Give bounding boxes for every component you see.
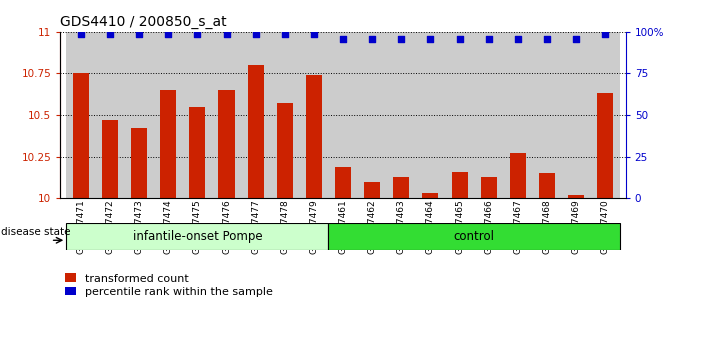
Point — [75, 31, 87, 36]
Point — [366, 36, 378, 41]
Bar — [270, 32, 299, 198]
Bar — [387, 32, 416, 198]
Bar — [393, 177, 410, 198]
Bar — [451, 172, 468, 198]
Point — [134, 31, 145, 36]
Bar — [160, 90, 176, 198]
Bar — [568, 195, 584, 198]
Point — [163, 31, 174, 36]
Bar — [154, 32, 183, 198]
Bar — [364, 182, 380, 198]
Bar — [358, 32, 387, 198]
Bar — [218, 90, 235, 198]
Point — [337, 36, 348, 41]
Bar — [539, 173, 555, 198]
Bar — [102, 120, 118, 198]
Point — [309, 31, 320, 36]
Bar — [183, 32, 212, 198]
Point — [599, 31, 611, 36]
Bar — [73, 74, 89, 198]
Bar — [597, 93, 614, 198]
Text: infantile-onset Pompe: infantile-onset Pompe — [132, 230, 262, 243]
Bar — [335, 167, 351, 198]
Bar — [124, 32, 154, 198]
Point — [424, 36, 436, 41]
Bar — [510, 153, 526, 198]
Bar — [533, 32, 562, 198]
Point — [483, 36, 494, 41]
Bar — [474, 32, 503, 198]
Bar — [328, 223, 620, 250]
Bar — [445, 32, 474, 198]
Bar — [66, 223, 328, 250]
Point — [250, 31, 262, 36]
Bar — [481, 177, 497, 198]
Point — [192, 31, 203, 36]
Text: disease state: disease state — [1, 227, 71, 237]
Bar — [95, 32, 124, 198]
Point — [221, 31, 232, 36]
Point — [105, 31, 116, 36]
Bar — [299, 32, 328, 198]
Bar — [66, 32, 95, 198]
Point — [512, 36, 523, 41]
Bar — [212, 32, 241, 198]
Bar — [416, 32, 445, 198]
Text: GDS4410 / 200850_s_at: GDS4410 / 200850_s_at — [60, 16, 227, 29]
Point — [395, 36, 407, 41]
Bar — [328, 32, 358, 198]
Bar — [562, 32, 591, 198]
Text: control: control — [454, 230, 495, 243]
Bar — [189, 107, 205, 198]
Bar — [131, 129, 147, 198]
Point — [279, 31, 291, 36]
Point — [570, 36, 582, 41]
Bar — [306, 75, 322, 198]
Point — [454, 36, 465, 41]
Bar — [503, 32, 533, 198]
Bar — [422, 193, 439, 198]
Point — [541, 36, 552, 41]
Bar — [247, 65, 264, 198]
Bar — [277, 103, 293, 198]
Legend: transformed count, percentile rank within the sample: transformed count, percentile rank withi… — [60, 269, 277, 302]
Bar — [591, 32, 620, 198]
Bar — [241, 32, 270, 198]
